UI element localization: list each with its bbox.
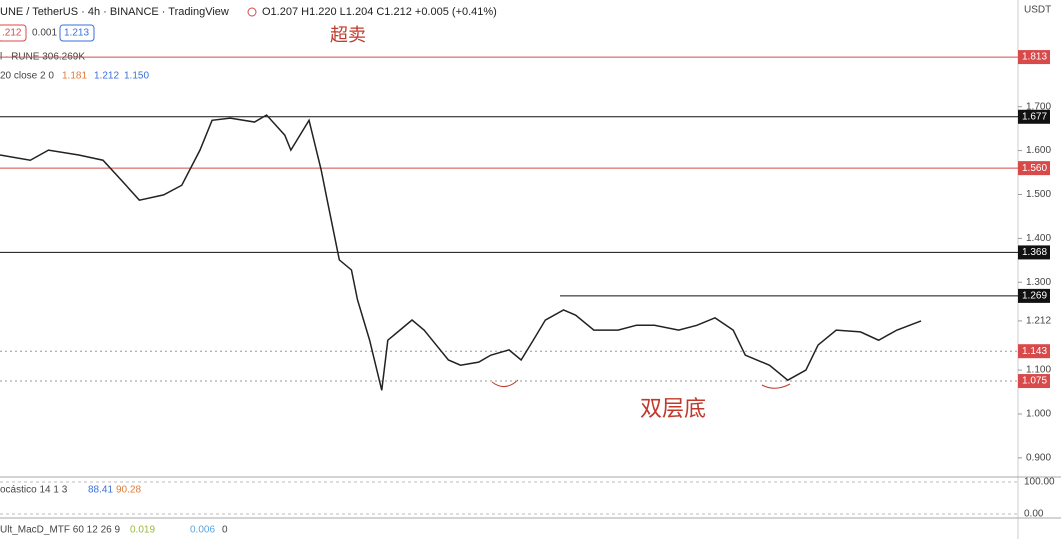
bb-lower: 1.150 xyxy=(124,71,149,82)
y-tick-label: 1.100 xyxy=(1026,365,1051,376)
stoch-tick-label: 100.00 xyxy=(1024,477,1055,488)
price-line xyxy=(0,114,922,391)
level-badge xyxy=(1018,109,1050,124)
stoch-tick-label: 0.00 xyxy=(1024,509,1044,520)
bb-basis: 1.181 xyxy=(62,71,87,82)
y-tick-label: 1.212 xyxy=(1026,316,1051,327)
bottom-arc xyxy=(761,383,791,389)
sell-button[interactable] xyxy=(0,24,27,42)
buy-price[interactable]: 1.213 xyxy=(64,28,89,39)
spread: 0.001 xyxy=(32,28,57,39)
level-label: 1.075 xyxy=(1022,376,1047,387)
stoch-k: 88.41 xyxy=(88,485,113,496)
level-label: 1.813 xyxy=(1022,52,1047,63)
level-label: 1.269 xyxy=(1022,291,1047,302)
bb-upper: 1.212 xyxy=(94,71,119,82)
bottom-arc xyxy=(491,379,519,387)
level-badge xyxy=(1018,161,1050,176)
currency: USDT xyxy=(1024,5,1051,16)
level-badge xyxy=(1018,374,1050,389)
y-tick-label: 1.400 xyxy=(1026,233,1051,244)
ohlc: O1.207 H1.220 L1.204 C1.212 +0.005 (+0.4… xyxy=(262,6,497,18)
stoch-d: 90.28 xyxy=(116,485,141,496)
level-label: 1.677 xyxy=(1022,111,1047,122)
level-badge xyxy=(1018,50,1050,65)
level-badge xyxy=(1018,344,1050,359)
y-tick-label: 1.000 xyxy=(1026,409,1051,420)
level-label: 1.143 xyxy=(1022,346,1047,357)
sell-price[interactable]: .212 xyxy=(2,28,22,39)
status-dot xyxy=(247,7,257,17)
annotation: 双层底 xyxy=(640,396,706,421)
macd-v1: 0.019 xyxy=(130,525,155,536)
macd-v2: 0.006 xyxy=(190,525,215,536)
stoch-legend: ocástico 14 1 3 xyxy=(0,485,68,496)
level-label: 1.368 xyxy=(1022,247,1047,258)
symbol: UNE / TetherUS · 4h · BINANCE · TradingV… xyxy=(0,6,229,18)
y-tick-label: 1.700 xyxy=(1026,101,1051,112)
macd-legend: Ult_MacD_MTF 60 12 26 9 xyxy=(0,525,120,536)
level-badge xyxy=(1018,245,1050,260)
y-tick-label: 1.600 xyxy=(1026,145,1051,156)
y-tick-label: 0.900 xyxy=(1026,453,1051,464)
macd-v3: 0 xyxy=(222,525,228,536)
bb-legend: 20 close 2 0 xyxy=(0,71,54,82)
level-badge xyxy=(1018,288,1050,303)
y-tick-label: 1.500 xyxy=(1026,189,1051,200)
level-label: 1.560 xyxy=(1022,163,1047,174)
buy-button[interactable] xyxy=(59,24,95,42)
annotation: 超卖 xyxy=(330,25,366,45)
y-tick-label: 1.300 xyxy=(1026,277,1051,288)
